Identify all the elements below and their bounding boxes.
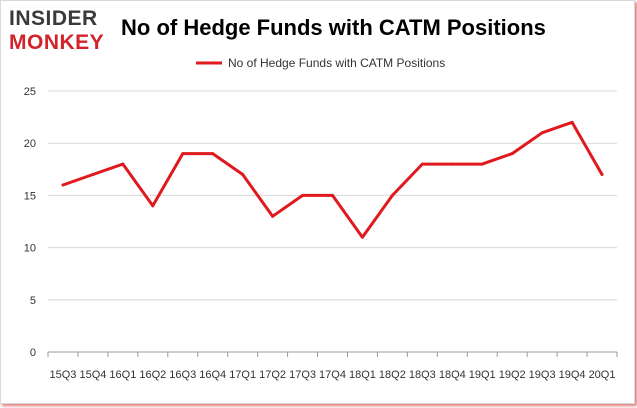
x-tick-label: 18Q2 [379, 369, 406, 381]
data-point [241, 173, 245, 177]
data-point [390, 193, 394, 197]
x-tick-label: 19Q1 [469, 369, 496, 381]
x-tick-label: 15Q3 [50, 369, 77, 381]
x-tick-label: 17Q3 [289, 369, 316, 381]
y-tick-labels: 0 5 10 15 20 25 [24, 86, 36, 359]
axes [47, 351, 618, 357]
data-point [420, 162, 424, 166]
x-tick-label: 15Q4 [79, 369, 106, 381]
data-point [360, 235, 364, 239]
x-tick-label: 18Q4 [439, 369, 466, 381]
legend: No of Hedge Funds with CATM Positions [196, 56, 445, 70]
x-tick-label: 20Q1 [589, 369, 616, 381]
x-tick-label: 16Q4 [199, 369, 226, 381]
y-tick-label: 15 [24, 190, 36, 202]
data-point [450, 162, 454, 166]
data-point [211, 152, 215, 156]
y-tick-label: 25 [24, 86, 36, 98]
logo-line-1: INSIDER [9, 7, 98, 30]
chart-title: No of Hedge Funds with CATM Positions [121, 15, 546, 40]
data-point [570, 120, 574, 124]
x-tick-label: 16Q1 [109, 369, 136, 381]
logo-line-2: MONKEY [9, 31, 104, 54]
x-tick-label: 18Q1 [349, 369, 376, 381]
x-tick-labels: 15Q3 15Q4 16Q1 16Q2 16Q3 16Q4 17Q1 17Q2 17Q3 17Q4… [50, 369, 616, 381]
x-tick-label: 16Q2 [139, 369, 166, 381]
insider-monkey-logo: INSIDER MONKEY [9, 7, 104, 54]
data-point [61, 183, 65, 187]
data-point [540, 131, 544, 135]
x-tick-label: 17Q2 [259, 369, 286, 381]
y-tick-label: 0 [30, 347, 36, 359]
y-tick-label: 5 [30, 295, 36, 307]
series-line [62, 120, 604, 239]
data-point [91, 173, 95, 177]
x-tick-label: 16Q3 [169, 369, 196, 381]
data-point [600, 173, 604, 177]
y-tick-label: 10 [24, 243, 36, 255]
data-point [301, 193, 305, 197]
legend-label: No of Hedge Funds with CATM Positions [228, 56, 445, 70]
y-tick-label: 20 [24, 138, 36, 150]
data-point [121, 162, 125, 166]
data-point [331, 193, 334, 197]
x-tick-label: 17Q4 [319, 369, 346, 381]
data-point [480, 162, 484, 166]
x-tick-label: 18Q3 [409, 369, 436, 381]
x-tick-label: 17Q1 [229, 369, 256, 381]
series-line-group [61, 120, 604, 239]
x-tick-label: 19Q4 [559, 369, 586, 381]
x-tick-label: 19Q3 [529, 369, 556, 381]
data-point [181, 152, 185, 156]
data-point [510, 152, 514, 156]
data-point [271, 214, 275, 218]
data-point [151, 204, 155, 208]
gridlines [48, 90, 617, 301]
x-tick-label: 19Q2 [499, 369, 526, 381]
